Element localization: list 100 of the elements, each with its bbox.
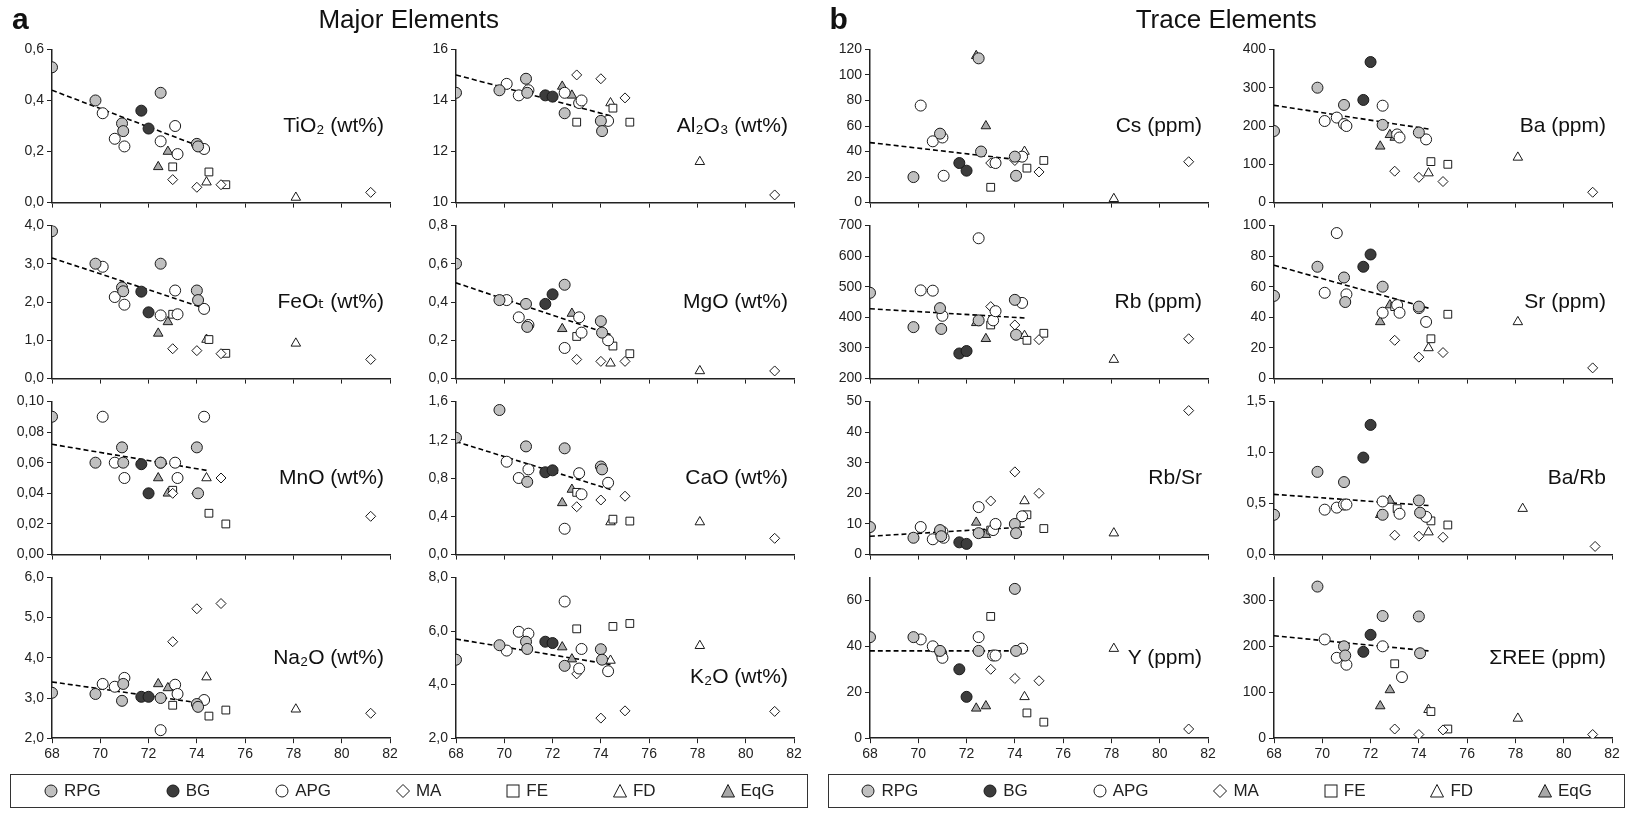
y-tick-label: 0,02: [16, 514, 45, 531]
y-tick-label: 40: [845, 142, 862, 159]
y-tick-label: 500: [838, 277, 862, 294]
y-tick-label: 300: [1242, 78, 1266, 95]
x-tick-label: 76: [641, 745, 658, 762]
y-tick-label: 20: [845, 484, 862, 501]
y-axis-title: Na₂O (wt%): [273, 644, 384, 668]
y-tick-label: 3,0: [24, 688, 45, 705]
y-tick-label: 0,6: [428, 254, 449, 271]
y-tick-label: 0,8: [428, 468, 449, 485]
x-tick-label: 70: [1314, 745, 1330, 762]
y-tick-label: 200: [1242, 637, 1266, 654]
y-axis-title: MgO (wt%): [683, 288, 788, 312]
y-tick-label: 3,0: [24, 254, 45, 271]
y-axis-title: Rb (ppm): [1113, 288, 1202, 312]
legend-label: RPG: [880, 781, 919, 801]
y-tick-label: 0: [853, 193, 862, 210]
legend-label: FD: [631, 781, 656, 801]
y-tick-label: 2,0: [24, 729, 45, 746]
y-tick-label: 6,0: [428, 621, 449, 638]
y-tick-label: 40: [845, 422, 862, 439]
y-tick-label: 0,0: [24, 193, 45, 210]
x-tick-label: 74: [189, 745, 205, 762]
y-tick-label: 40: [1249, 308, 1266, 325]
y-tick-label: 20: [845, 683, 862, 700]
y-tick-label: 8,0: [428, 568, 449, 585]
y-axis-title: Al₂O₃ (wt%): [676, 112, 788, 136]
y-axis-title: K₂O (wt%): [690, 663, 788, 687]
y-tick-label: 60: [845, 591, 862, 608]
y-tick-label: 1,2: [428, 430, 449, 447]
y-tick-label: 100: [1242, 683, 1266, 700]
legend-label: APG: [294, 781, 332, 801]
y-tick-label: 0,6: [24, 40, 45, 57]
y-tick-label: 0,0: [24, 369, 45, 386]
x-tick-label: 76: [1458, 745, 1475, 762]
y-tick-label: 100: [1242, 155, 1266, 172]
x-tick-label: 82: [1199, 745, 1216, 762]
y-tick-label: 0: [853, 545, 862, 562]
x-tick-label: 80: [1555, 745, 1572, 762]
y-tick-label: 20: [845, 167, 862, 184]
y-tick-label: 600: [838, 246, 862, 263]
legend-label: RPG: [62, 781, 101, 801]
y-tick-label: 0,2: [428, 331, 449, 348]
x-tick-label: 70: [910, 745, 926, 762]
chart-title: Trace Elements: [1135, 4, 1317, 34]
y-tick-label: 1,0: [24, 331, 45, 348]
y-tick-label: 10: [432, 193, 449, 210]
y-tick-label: 0,2: [24, 142, 45, 159]
y-tick-label: 1,5: [1246, 392, 1266, 409]
y-tick-label: 0: [853, 729, 862, 746]
y-axis-title: CaO (wt%): [685, 464, 788, 488]
legend-label: BG: [184, 781, 211, 801]
y-axis-title: FeOₜ (wt%): [277, 288, 384, 312]
y-tick-label: 0: [1257, 193, 1266, 210]
y-tick-label: 200: [1242, 116, 1266, 133]
y-tick-label: 80: [845, 91, 862, 108]
x-tick-label: 74: [593, 745, 609, 762]
y-tick-label: 0,8: [428, 216, 449, 233]
y-tick-label: 5,0: [24, 608, 45, 625]
y-tick-label: 50: [845, 392, 862, 409]
y-tick-label: 60: [845, 116, 862, 133]
x-tick-label: 80: [1151, 745, 1168, 762]
y-axis-title: Y (ppm): [1127, 644, 1202, 668]
y-tick-label: 6,0: [24, 568, 45, 585]
y-axis-title: Ba (ppm): [1519, 112, 1606, 136]
y-axis-title: Sr (ppm): [1523, 288, 1606, 312]
y-tick-label: 4,0: [24, 216, 45, 233]
y-axis-title: Rb/Sr: [1147, 464, 1202, 488]
y-tick-label: 300: [1242, 591, 1266, 608]
x-tick-label: 72: [544, 745, 561, 762]
x-tick-label: 68: [861, 745, 878, 762]
y-tick-label: 0,08: [16, 422, 45, 439]
x-tick-label: 74: [1410, 745, 1427, 762]
y-tick-label: 10: [845, 514, 862, 531]
x-tick-label: 70: [496, 745, 513, 762]
chart-title: Major Elements: [318, 4, 500, 34]
y-axis-title: Ba/Rb: [1547, 464, 1606, 488]
text: a: [12, 2, 29, 36]
x-tick-label: 68: [44, 745, 60, 762]
x-tick-label: 72: [1362, 745, 1379, 762]
legend-label: EqG: [1557, 781, 1593, 801]
y-tick-label: 2,0: [24, 292, 45, 309]
y-tick-label: 40: [845, 637, 862, 654]
y-axis-title: MnO (wt%): [279, 464, 384, 488]
x-tick-label: 78: [1103, 745, 1119, 762]
legend-label: EqG: [739, 781, 775, 801]
y-axis-title: Cs (ppm): [1115, 112, 1202, 136]
y-tick-label: 60: [1249, 277, 1266, 294]
legend-label: BG: [1002, 781, 1028, 801]
y-tick-label: 2,0: [428, 729, 449, 746]
y-tick-label: 0,4: [24, 91, 45, 108]
x-tick-label: 78: [689, 745, 706, 762]
y-tick-label: 4,0: [24, 648, 45, 665]
x-tick-label: 80: [333, 745, 350, 762]
y-tick-label: 12: [432, 142, 449, 159]
legend-label: FE: [1342, 781, 1366, 801]
legend-label: MA: [1232, 781, 1259, 801]
y-tick-label: 0,10: [16, 392, 45, 409]
y-axis-title: ΣREE (ppm): [1488, 644, 1606, 668]
y-tick-label: 100: [1242, 216, 1266, 233]
